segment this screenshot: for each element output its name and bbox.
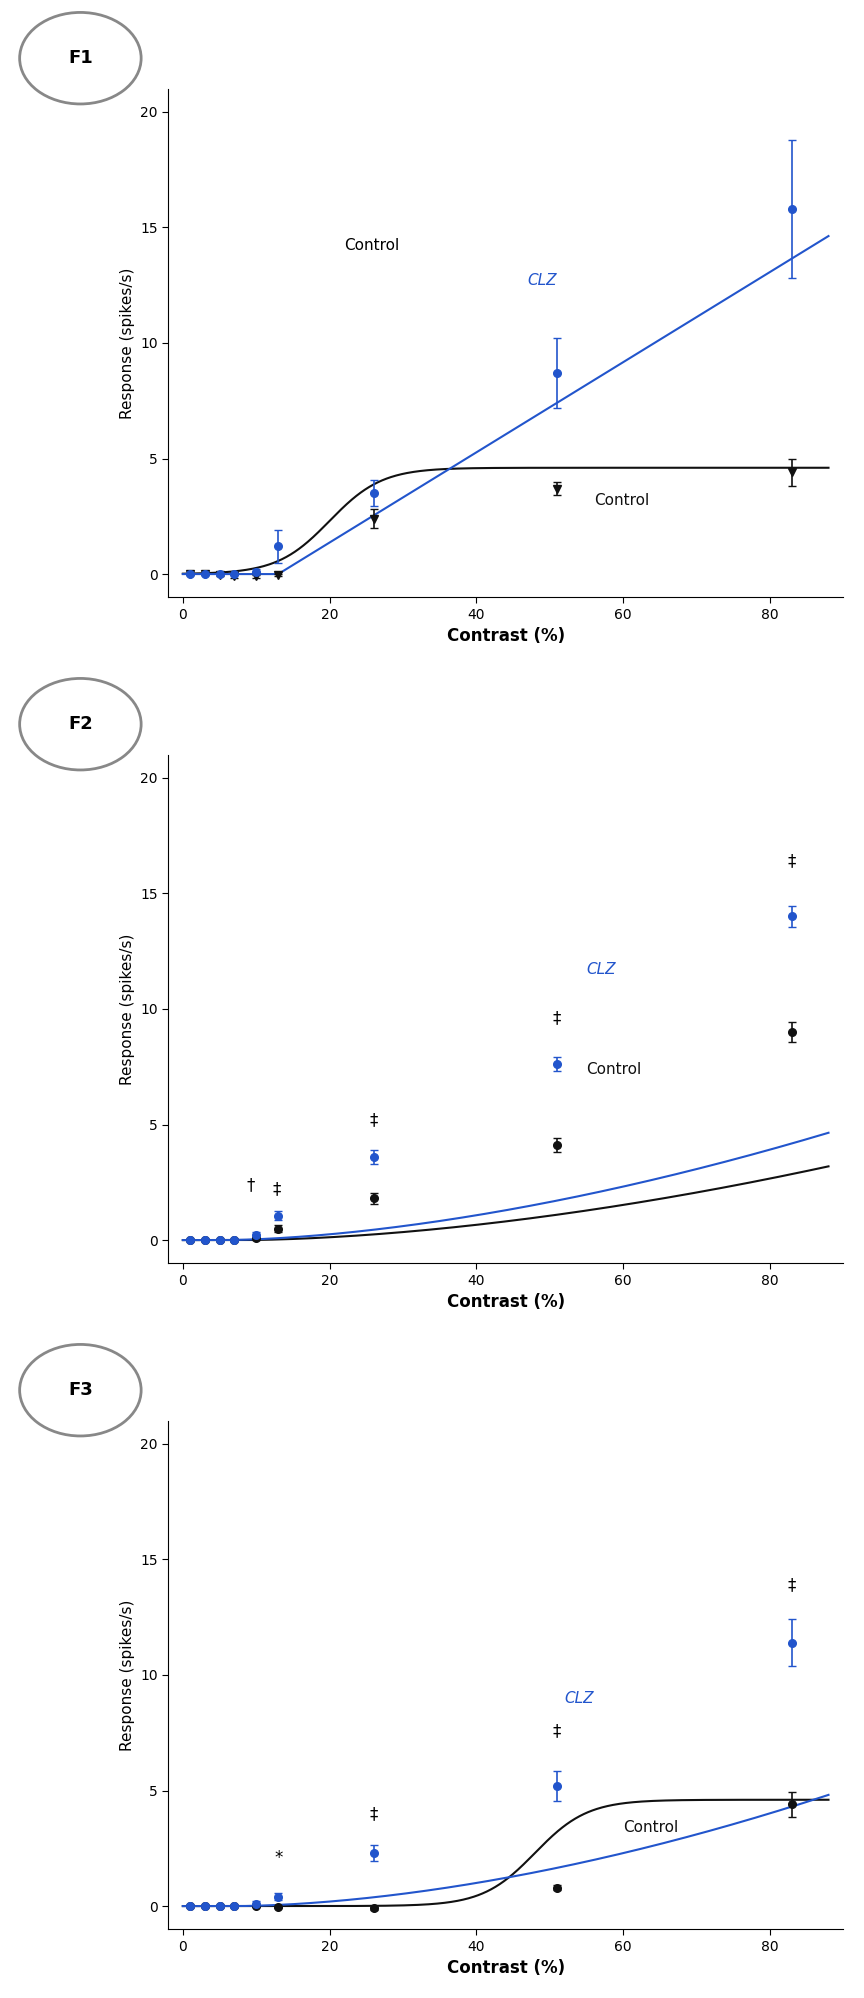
Text: F1: F1	[68, 50, 92, 68]
Text: Control: Control	[623, 1820, 678, 1834]
Text: F2: F2	[68, 715, 92, 733]
Y-axis label: Response (spikes/s): Response (spikes/s)	[119, 268, 135, 420]
X-axis label: Contrast (%): Contrast (%)	[447, 627, 565, 645]
Text: CLZ: CLZ	[587, 963, 616, 977]
X-axis label: Contrast (%): Contrast (%)	[447, 1960, 565, 1978]
Text: F3: F3	[68, 1381, 92, 1399]
Text: ‡: ‡	[553, 1009, 562, 1027]
Text: ‡: ‡	[370, 1804, 378, 1822]
Text: CLZ: CLZ	[528, 274, 557, 288]
Text: ‡: ‡	[788, 1576, 796, 1594]
Text: Control: Control	[587, 1061, 642, 1077]
Text: Control: Control	[344, 238, 399, 254]
Text: ‡: ‡	[788, 853, 796, 871]
Text: *: *	[274, 1848, 283, 1866]
Text: ‡: ‡	[370, 1111, 378, 1129]
X-axis label: Contrast (%): Contrast (%)	[447, 1293, 565, 1311]
Y-axis label: Response (spikes/s): Response (spikes/s)	[119, 933, 135, 1085]
Text: ‡: ‡	[272, 1181, 281, 1199]
Text: ‡: ‡	[553, 1722, 562, 1740]
Text: †: †	[247, 1177, 255, 1195]
Text: Control: Control	[594, 494, 649, 507]
Y-axis label: Response (spikes/s): Response (spikes/s)	[119, 1598, 135, 1750]
Text: CLZ: CLZ	[564, 1690, 594, 1706]
